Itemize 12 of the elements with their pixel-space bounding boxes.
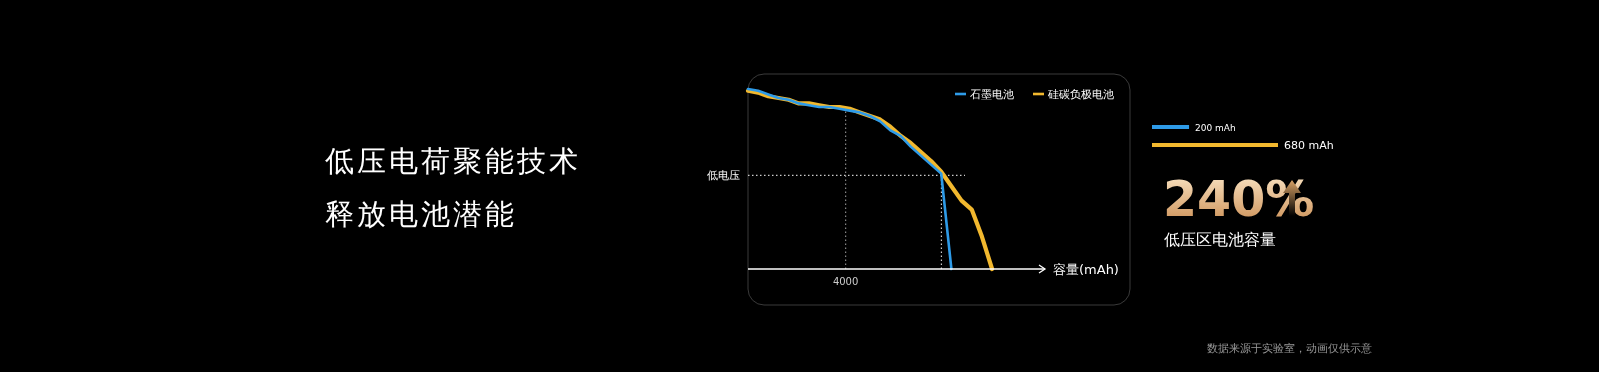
text: 释放电池潜能 xyxy=(325,197,517,231)
ref-line-label: 低电压 xyxy=(707,169,740,183)
text: 数据来源于实验室，动画仅供示意 xyxy=(1207,342,1372,355)
text: 4000 xyxy=(832,276,859,287)
data-label: 680 mAh xyxy=(1284,138,1334,152)
text: 低压电荷聚能技术 xyxy=(325,144,581,178)
text: 240% xyxy=(1163,171,1315,228)
text: 低压区电池容量 xyxy=(1164,230,1276,249)
data-label: 200 mAh xyxy=(1195,122,1236,133)
x-axis-title: 容量(mAh) xyxy=(1053,262,1119,277)
legend-label: 石墨电池 xyxy=(970,88,1014,101)
legend-label: 硅碳负极电池 xyxy=(1047,88,1114,101)
